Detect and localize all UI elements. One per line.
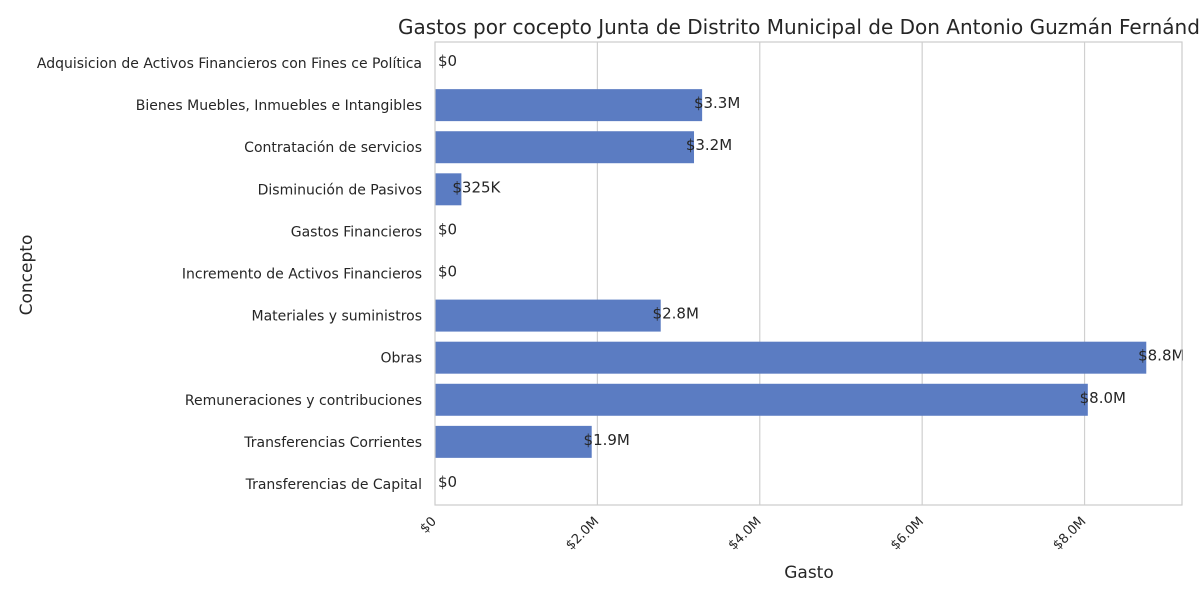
- data-label: $3.2M: [686, 136, 732, 154]
- category-label: Materiales y suministros: [251, 309, 422, 325]
- category-label: Disminución de Pasivos: [258, 182, 422, 198]
- x-tick-label: $4.0M: [726, 514, 765, 553]
- y-axis-label: Concepto: [17, 235, 37, 316]
- category-label: Transferencias de Capital: [245, 477, 422, 493]
- x-tick-label: $2.0M: [563, 514, 602, 553]
- x-tick-label: $8.0M: [1050, 514, 1089, 553]
- bar: [435, 425, 592, 458]
- bar: [435, 131, 695, 164]
- data-label: $0: [438, 52, 457, 70]
- data-labels: $0 $3.3M $3.2M $325K $0 $0 $2.8M $8.8M $8.0M $1.9…: [438, 52, 1184, 491]
- category-label: Bienes Muebles, Inmuebles e Intangibles: [136, 98, 422, 114]
- data-label: $2.8M: [653, 305, 699, 323]
- category-label: Remuneraciones y contribuciones: [185, 393, 422, 409]
- x-tick-label: $6.0M: [888, 514, 927, 553]
- bar: [435, 383, 1088, 416]
- bar: [435, 173, 462, 206]
- category-label: Obras: [380, 351, 422, 367]
- data-label: $0: [438, 263, 457, 281]
- data-label: $325K: [452, 178, 501, 196]
- category-label: Incremento de Activos Financieros: [182, 267, 422, 283]
- data-label: $8.8M: [1138, 347, 1184, 365]
- data-label: $3.3M: [694, 94, 740, 112]
- bar: [435, 89, 703, 122]
- bars: [435, 89, 1147, 458]
- data-label: $8.0M: [1080, 389, 1126, 407]
- data-label: $0: [438, 220, 457, 238]
- data-label: $1.9M: [584, 431, 630, 449]
- chart-title: Gastos por cocepto Junta de Distrito Mun…: [398, 15, 1200, 39]
- x-axis-label: Gasto: [784, 563, 834, 583]
- category-labels: Adquisicion de Activos Financieros con F…: [37, 56, 422, 493]
- bar: [435, 341, 1147, 374]
- plot-frame: [434, 41, 1183, 506]
- category-label: Adquisicion de Activos Financieros con F…: [37, 56, 422, 72]
- category-label: Gastos Financieros: [291, 224, 422, 240]
- data-label: $0: [438, 473, 457, 491]
- x-tick-label: $0: [418, 514, 440, 536]
- x-tick-labels: $0 $2.0M $4.0M $6.0M $8.0M: [418, 514, 1090, 553]
- category-label: Transferencias Corrientes: [243, 435, 422, 451]
- grid-lines: [596, 42, 1086, 505]
- bar: [435, 299, 661, 332]
- category-label: Contratación de servicios: [244, 140, 422, 156]
